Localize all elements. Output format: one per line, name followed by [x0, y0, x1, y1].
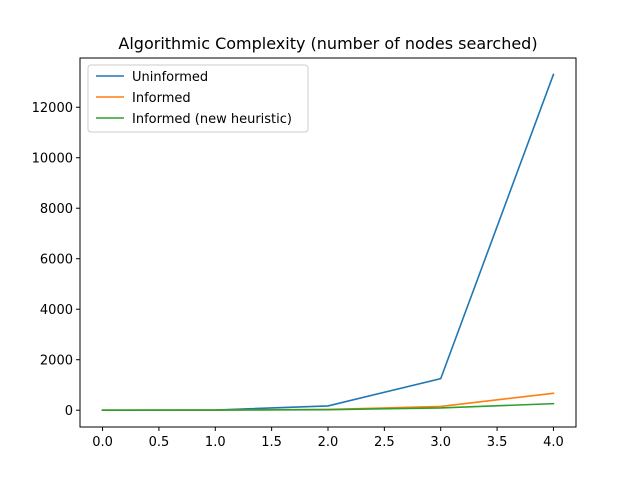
legend-label: Informed (new heuristic) — [132, 112, 292, 127]
y-tick-label: 2000 — [40, 354, 73, 369]
legend-box — [87, 64, 309, 133]
y-tick-label: 0 — [65, 404, 73, 419]
y-tick-label: 6000 — [40, 253, 73, 268]
x-tick-label: 1.5 — [261, 435, 282, 450]
x-tick-label: 3.0 — [430, 435, 451, 450]
y-tick-label: 12000 — [32, 101, 73, 116]
chart-title: Algorithmic Complexity (number of nodes … — [118, 34, 537, 53]
legend-label: Uninformed — [132, 70, 208, 85]
y-tick-label: 4000 — [40, 303, 73, 318]
x-tick-label: 0.0 — [92, 435, 113, 450]
x-tick-label: 4.0 — [543, 435, 564, 450]
x-tick-label: 2.0 — [318, 435, 339, 450]
y-tick-label: 10000 — [32, 152, 73, 167]
x-tick-label: 2.5 — [374, 435, 395, 450]
y-tick-label: 8000 — [40, 202, 73, 217]
legend: Uninformed Informed Informed (new heuristi… — [87, 64, 309, 133]
series-group — [101, 73, 555, 411]
legend-label: Informed — [132, 91, 191, 106]
y-axis: 0 2000 4000 6000 8000 10000 12000 — [32, 101, 80, 419]
x-tick-label: 1.0 — [205, 435, 226, 450]
x-axis: 0.0 0.5 1.0 1.5 2.0 2.5 3.0 3.5 4.0 — [92, 427, 564, 450]
x-tick-label: 3.5 — [487, 435, 508, 450]
x-tick-label: 0.5 — [149, 435, 170, 450]
series-line-2 — [101, 402, 555, 411]
